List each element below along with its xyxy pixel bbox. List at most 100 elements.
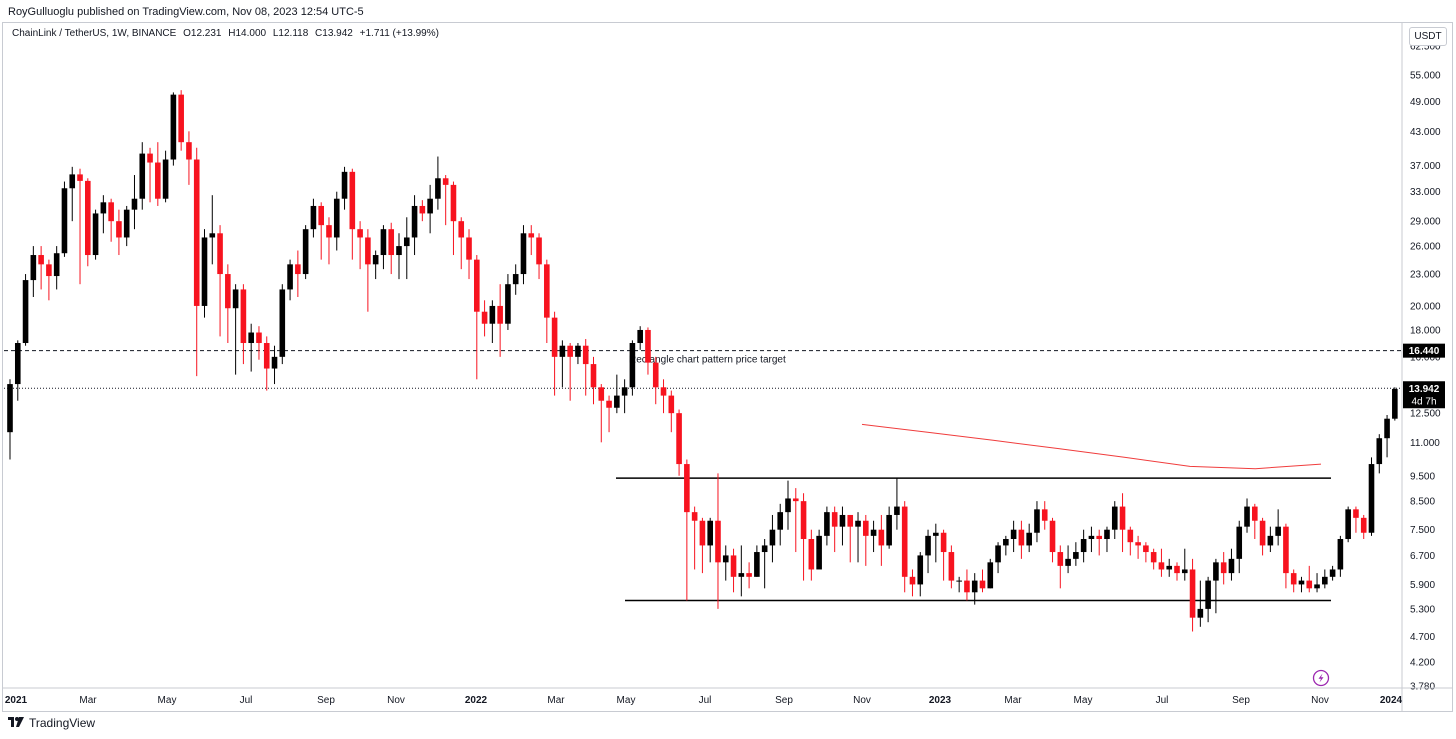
- y-tick-label: 9.500: [1410, 471, 1435, 482]
- y-tick-label: 37.000: [1410, 161, 1441, 172]
- candle-body: [676, 413, 682, 465]
- candle-body: [824, 512, 830, 536]
- candle-body: [792, 498, 799, 502]
- x-tick-label: Nov: [1311, 695, 1329, 706]
- candle-body: [123, 209, 130, 238]
- candle-body: [1119, 506, 1126, 530]
- candle-body: [1353, 509, 1359, 518]
- x-tick-label: May: [158, 695, 177, 706]
- candle-body: [894, 506, 900, 515]
- x-tick-label: Mar: [79, 695, 97, 706]
- candle-body: [1143, 545, 1149, 553]
- footer-brand: TradingView: [8, 716, 95, 730]
- candle-body: [1174, 565, 1180, 574]
- candle-body: [1368, 464, 1375, 533]
- candle-body: [544, 264, 550, 318]
- rectangle-pattern-layer: Rectangle chart pattern price target: [4, 350, 1401, 602]
- candle-body: [551, 317, 558, 357]
- candle-body: [1220, 562, 1227, 574]
- candle-body: [1018, 529, 1025, 546]
- close-value: C13.942: [315, 28, 353, 39]
- candle-body: [1088, 535, 1095, 540]
- y-tick-label: 4.200: [1410, 657, 1435, 668]
- candle-body: [450, 184, 457, 222]
- candle-body: [925, 535, 931, 556]
- candle-body: [100, 202, 107, 214]
- candle-body: [1127, 529, 1134, 543]
- currency-unit-button[interactable]: USDT: [1409, 27, 1447, 46]
- candle-body: [22, 280, 29, 344]
- candle-body: [909, 576, 916, 585]
- candle-body: [1244, 506, 1250, 527]
- candle-body: [1275, 526, 1281, 536]
- candle-body: [193, 159, 200, 306]
- candle-body: [870, 529, 877, 536]
- candle-body: [536, 237, 542, 265]
- y-tick-label: 5.300: [1410, 604, 1435, 615]
- candle-body: [855, 520, 861, 527]
- candle-body: [53, 253, 60, 277]
- moving-average-line: [861, 423, 1322, 470]
- x-tick-label: Sep: [775, 695, 793, 706]
- candle-body: [201, 237, 208, 306]
- candle-body: [1252, 506, 1258, 521]
- candle-body: [1329, 569, 1336, 577]
- candle-body: [645, 329, 651, 363]
- candle-body: [116, 221, 122, 238]
- candle-body: [147, 153, 153, 163]
- candle-body: [754, 552, 760, 577]
- symbol-legend: ChainLink / TetherUS, 1W, BINANCE O12.23…: [12, 28, 443, 39]
- symbol-name[interactable]: ChainLink / TetherUS, 1W, BINANCE: [12, 28, 177, 39]
- candle-body: [287, 264, 293, 290]
- candle-body: [863, 520, 869, 536]
- chart-frame: [2, 22, 1453, 712]
- candle-body: [1034, 509, 1040, 533]
- candle-body: [388, 229, 395, 256]
- candle-body: [598, 387, 605, 401]
- candle-body: [1065, 558, 1071, 566]
- candle-body: [497, 305, 503, 324]
- y-tick-label: 62.500: [1410, 42, 1441, 53]
- y-tick-label: 23.000: [1410, 270, 1441, 281]
- candle-body: [69, 174, 76, 189]
- candle-body: [349, 171, 356, 230]
- candle-body: [131, 198, 138, 210]
- candle-body: [458, 221, 465, 238]
- candle-body: [217, 233, 223, 275]
- candle-body: [808, 539, 815, 570]
- candle-body: [1026, 532, 1032, 546]
- candle-body: [295, 264, 301, 275]
- y-tick-label: 16.000: [1410, 352, 1441, 363]
- candle-body: [209, 233, 216, 238]
- candle-body: [715, 520, 721, 563]
- candle-body: [1337, 539, 1344, 570]
- low-value: L12.118: [272, 28, 309, 39]
- candle-body: [279, 289, 286, 357]
- candle-body: [77, 174, 83, 181]
- candle-body: [403, 237, 410, 247]
- y-tick-label: 55.000: [1410, 71, 1441, 82]
- candle-body: [1236, 526, 1243, 559]
- candle-body: [964, 580, 970, 593]
- candle-body: [699, 520, 706, 546]
- y-axis-layer: 62.500 55.000 49.000 43.000 37.000 33.000 29.0…: [1401, 22, 1445, 712]
- candle-body: [590, 364, 597, 388]
- candle-body: [629, 343, 636, 388]
- candle-body: [92, 213, 99, 256]
- candle-body: [933, 532, 939, 536]
- y-tick-label: 5.900: [1410, 580, 1435, 591]
- candle-body: [14, 343, 21, 385]
- lightning-icon[interactable]: [1312, 669, 1330, 687]
- y-tick-label: 29.000: [1410, 217, 1441, 228]
- candle-body: [46, 264, 52, 277]
- x-axis-layer: 2021 Mar May Jul Sep Nov 2022 Mar May Jul Sep Nov 20…: [2, 687, 1453, 706]
- candle-body: [1306, 580, 1313, 589]
- x-tick-label: Jul: [1156, 695, 1169, 706]
- candle-body: [684, 464, 690, 513]
- candle-body: [660, 387, 667, 396]
- candle-body: [995, 545, 1001, 563]
- x-tick-label: Nov: [387, 695, 405, 706]
- x-tick-label: Sep: [317, 695, 335, 706]
- candle-body: [271, 356, 278, 369]
